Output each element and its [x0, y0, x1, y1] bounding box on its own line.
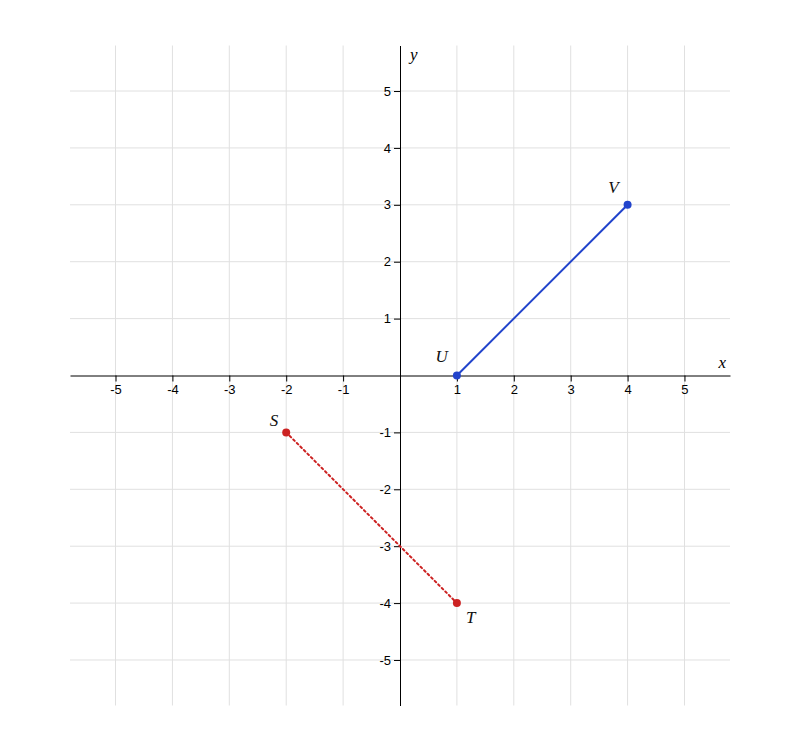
chart: -5 -4 -3 -2 -1 1 2 3 4 5 -5 -4 -3 -2 -1 1 2 3 4 5 x y U V S T: [0, 0, 800, 751]
tick-mark: [394, 603, 400, 604]
y-axis-label: y: [408, 45, 418, 64]
tick: 3: [384, 197, 400, 212]
tick-label: -3: [379, 539, 391, 554]
tick-label: -2: [281, 382, 293, 397]
tick: -5: [379, 653, 400, 668]
tick: -2: [379, 482, 400, 497]
tick-mark: [394, 148, 400, 149]
point: [453, 599, 461, 607]
tick-label: 2: [511, 382, 518, 397]
tick: 5: [681, 376, 688, 397]
tick-mark: [343, 376, 344, 382]
tick-label: -1: [338, 382, 350, 397]
tick-label: -4: [379, 596, 391, 611]
tick-mark: [394, 91, 400, 92]
tick: -2: [281, 376, 293, 397]
tick-label: 2: [384, 254, 391, 269]
tick-label: -1: [379, 425, 391, 440]
tick: -3: [224, 376, 236, 397]
tick-label: -4: [167, 382, 179, 397]
tick-mark: [116, 376, 117, 382]
axis-line: [400, 46, 401, 706]
y-axis: -5 -4 -3 -2 -1 1 2 3 4 5: [379, 46, 400, 706]
marks: [282, 201, 631, 607]
tick-mark: [571, 376, 572, 382]
tick-mark: [286, 376, 287, 382]
tick: 3: [568, 376, 575, 397]
tick-label: 5: [384, 84, 391, 99]
tick-label: -3: [224, 382, 236, 397]
tick-label: -5: [110, 382, 122, 397]
tick-label: 4: [624, 382, 631, 397]
tick-label: 5: [681, 382, 688, 397]
segment: [286, 432, 457, 603]
tick-mark: [394, 205, 400, 206]
point: [453, 372, 461, 380]
tick: -4: [167, 376, 179, 397]
tick: 4: [384, 141, 400, 156]
tick-label: 1: [454, 382, 461, 397]
tick-mark: [394, 319, 400, 320]
tick-label: 1: [384, 311, 391, 326]
tick: -4: [379, 596, 400, 611]
tick-label: -2: [379, 482, 391, 497]
grid: [70, 46, 730, 706]
x-axis-label: x: [717, 353, 726, 372]
tick: -1: [379, 425, 400, 440]
tick: 2: [511, 376, 518, 397]
point-labels: U V S T: [270, 178, 621, 627]
tick: 5: [384, 84, 400, 99]
tick-mark: [394, 489, 400, 490]
tick-mark: [172, 376, 173, 382]
tick: 4: [624, 376, 631, 397]
tick: -1: [338, 376, 350, 397]
tick: 2: [384, 254, 400, 269]
tick-mark: [684, 376, 685, 382]
tick-mark: [394, 660, 400, 661]
tick-label: -5: [379, 653, 391, 668]
tick-label: 4: [384, 141, 391, 156]
tick-mark: [394, 262, 400, 263]
point: [624, 201, 632, 209]
point-label: S: [270, 411, 279, 430]
tick-label: 3: [568, 382, 575, 397]
segment: [457, 205, 628, 376]
point-label: T: [466, 608, 477, 627]
tick-mark: [514, 376, 515, 382]
point-label: V: [608, 178, 621, 197]
tick: -3: [379, 539, 400, 554]
tick-mark: [394, 432, 400, 433]
point: [282, 428, 290, 436]
tick-mark: [628, 376, 629, 382]
tick-label: 3: [384, 197, 391, 212]
tick: -5: [110, 376, 122, 397]
point-label: U: [436, 347, 450, 366]
tick-mark: [229, 376, 230, 382]
tick: 1: [384, 311, 400, 326]
